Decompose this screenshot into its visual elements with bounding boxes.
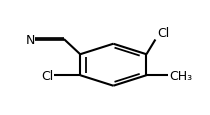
Text: N: N: [25, 33, 35, 46]
Text: Cl: Cl: [41, 69, 53, 82]
Text: Cl: Cl: [157, 26, 169, 39]
Text: CH₃: CH₃: [169, 69, 192, 82]
